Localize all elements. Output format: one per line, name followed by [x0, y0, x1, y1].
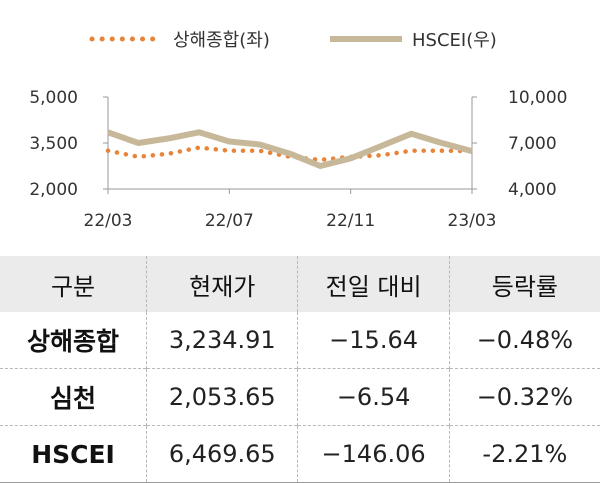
row-current-price: 3,234.91 [147, 312, 298, 369]
chart: 상해종합(좌) HSCEI(우) 5,000 3,500 2,000 10,000 7,… [0, 0, 600, 250]
table-header-row: 구분 현재가 전일 대비 등락률 [0, 256, 600, 312]
series-line-hscei [108, 132, 472, 166]
right-tick-label: 4,000 [508, 180, 557, 200]
x-tick-label: 23/03 [448, 211, 497, 231]
header-change-rate: 등락률 [449, 256, 600, 312]
left-tick-label: 2,000 [29, 180, 78, 200]
row-change: −146.06 [298, 426, 449, 483]
row-name: 심천 [0, 369, 147, 426]
row-change-rate: −0.48% [449, 312, 600, 369]
legend-label-hscei: HSCEI(우) [412, 30, 497, 51]
header-current-price: 현재가 [147, 256, 298, 312]
index-table: 구분 현재가 전일 대비 등락률 상해종합 3,234.91 −15.64 −0… [0, 256, 600, 483]
row-current-price: 6,469.65 [147, 426, 298, 483]
table-row: HSCEI 6,469.65 −146.06 -2.21% [0, 426, 600, 483]
x-tick-label: 22/07 [205, 211, 254, 231]
left-tick-label: 3,500 [29, 134, 78, 154]
row-change: −15.64 [298, 312, 449, 369]
x-tick-label: 22/11 [326, 211, 375, 231]
header-change: 전일 대비 [298, 256, 449, 312]
right-tick-label: 10,000 [508, 88, 567, 108]
row-change: −6.54 [298, 369, 449, 426]
header-category: 구분 [0, 256, 147, 312]
table-row: 심천 2,053.65 −6.54 −0.32% [0, 369, 600, 426]
x-tick-label: 22/03 [84, 211, 133, 231]
row-name: HSCEI [0, 426, 147, 483]
row-name: 상해종합 [0, 312, 147, 369]
left-tick-label: 5,000 [29, 88, 78, 108]
legend: 상해종합(좌) HSCEI(우) [92, 30, 497, 51]
row-change-rate: −0.32% [449, 369, 600, 426]
row-change-rate: -2.21% [449, 426, 600, 483]
legend-label-shanghai: 상해종합(좌) [173, 30, 270, 51]
right-tick-label: 7,000 [508, 134, 557, 154]
table-row: 상해종합 3,234.91 −15.64 −0.48% [0, 312, 600, 369]
row-current-price: 2,053.65 [147, 369, 298, 426]
